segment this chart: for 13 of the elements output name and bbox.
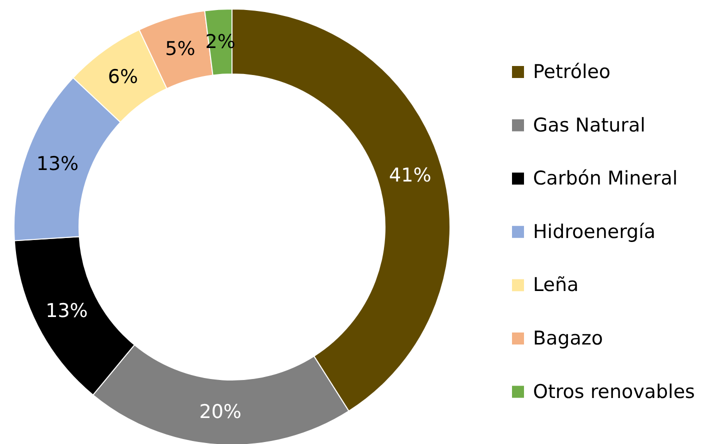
legend-label: Carbón Mineral [533,168,678,190]
data-label: 13% [46,300,88,322]
legend-label: Petróleo [533,61,611,83]
data-label: 5% [165,38,196,60]
legend-label: Gas Natural [533,114,646,136]
data-label: 20% [199,401,242,424]
legend-label: Hidroenergía [533,220,656,243]
data-label: 13% [36,153,79,176]
legend-label: Leña [533,274,579,296]
data-label: 6% [108,66,138,88]
legend-label: Bagazo [533,328,603,350]
data-label: 41% [389,164,432,186]
legend-label: Otros renovables [533,380,695,403]
